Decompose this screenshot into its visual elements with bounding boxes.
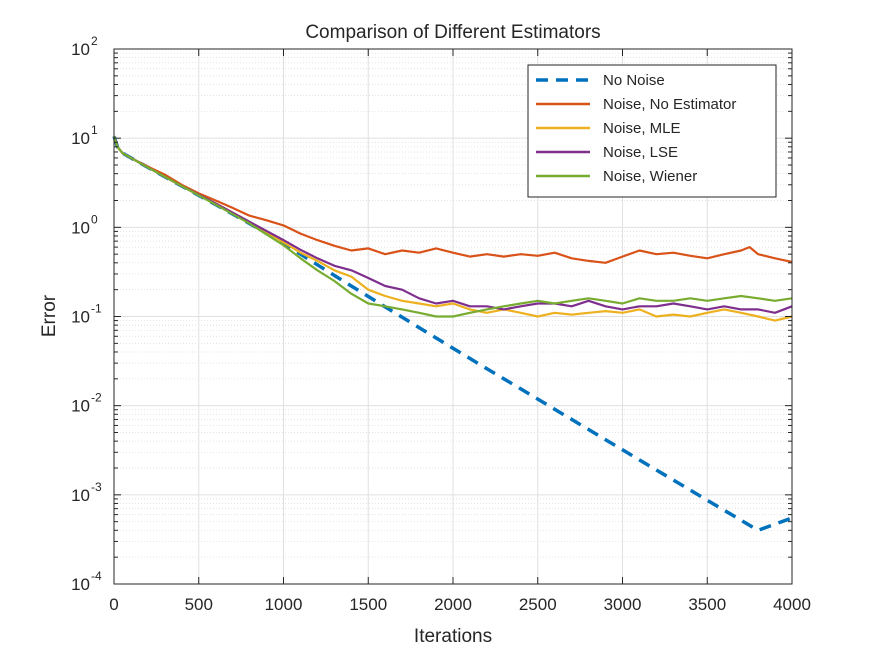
x-tick-label: 4000 <box>773 595 811 614</box>
legend: No Noise Noise, No Estimator Noise, MLE Noi… <box>527 64 777 198</box>
y-tick-label: 10 <box>71 486 90 505</box>
x-tick-labels: 0 500 1000 1500 2000 2500 3000 3500 4000 <box>109 595 811 614</box>
legend-label-4: Noise, LSE <box>603 144 678 161</box>
series-layer <box>112 135 793 533</box>
y-tick-label: 10 <box>71 575 90 594</box>
y-tick-exponent: 2 <box>91 34 98 48</box>
series-line-4 <box>112 135 793 314</box>
legend-items: No Noise Noise, No Estimator Noise, MLE Noi… <box>536 72 736 185</box>
y-axis-label: Error <box>39 294 60 337</box>
x-tick-label: 3000 <box>604 595 642 614</box>
legend-label-5: Noise, Wiener <box>603 168 697 185</box>
y-tick-label: 10 <box>71 129 90 148</box>
legend-label-1: No Noise <box>603 72 665 89</box>
y-tick-exponent: 0 <box>91 212 98 226</box>
y-tick-label: 10 <box>71 308 90 327</box>
y-tick-exponent: 1 <box>91 123 98 137</box>
y-tick-label: 10 <box>71 40 90 59</box>
x-tick-label: 500 <box>185 595 213 614</box>
y-tick-exponent: -3 <box>91 480 102 494</box>
y-tick-exponent: -2 <box>91 391 102 405</box>
legend-label-3: Noise, MLE <box>603 120 681 137</box>
series-line-2 <box>112 135 793 264</box>
y-tick-exponent: -1 <box>91 302 102 316</box>
chart-title: Comparison of Different Estimators <box>305 22 600 43</box>
series-line-5 <box>112 135 793 318</box>
x-tick-label: 2500 <box>519 595 557 614</box>
x-tick-label: 3500 <box>688 595 726 614</box>
x-axis-label: Iterations <box>414 626 492 647</box>
x-tick-label: 1000 <box>265 595 303 614</box>
tick-marks <box>113 48 793 585</box>
y-tick-label: 10 <box>71 218 90 237</box>
x-tick-label: 2000 <box>434 595 472 614</box>
x-tick-label: 1500 <box>349 595 387 614</box>
y-tick-label: 10 <box>71 397 90 416</box>
legend-label-2: Noise, No Estimator <box>603 96 736 113</box>
x-tick-label: 0 <box>109 595 118 614</box>
y-tick-exponent: -4 <box>91 569 102 583</box>
